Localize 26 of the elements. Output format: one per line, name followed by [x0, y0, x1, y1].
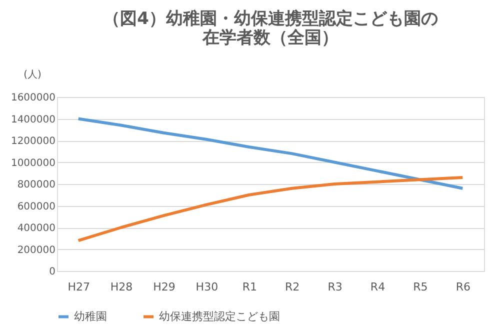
x-tick-label: H27	[68, 280, 90, 294]
x-tick-label: R6	[456, 280, 470, 294]
x-tick-label: H29	[153, 280, 176, 294]
y-tick-label: 0	[49, 266, 56, 278]
x-tick-label: R4	[370, 280, 386, 294]
y-tick-label: 1400000	[10, 114, 56, 126]
legend-label: 幼稚園	[74, 310, 107, 323]
y-axis-title: (人)	[24, 70, 42, 80]
text: 在学者数（全国）	[202, 28, 338, 48]
y-tick-label: 200000	[17, 244, 56, 256]
x-tick-label: R3	[328, 280, 342, 294]
line-series	[76, 117, 464, 190]
y-tick-label: 800000	[17, 180, 56, 190]
legend-label: 幼保連携型認定こども園	[159, 310, 280, 323]
x-tick-label: H30	[196, 280, 218, 294]
x-tick-label: R5	[413, 280, 428, 294]
x-tick-label: H28	[110, 280, 133, 294]
y-tick-label: 600000	[17, 201, 56, 212]
text: （図4）幼稚園・幼保連携型認定こども園の	[103, 9, 438, 29]
y-tick-label: 400000	[17, 223, 56, 234]
x-tick-label: R1	[242, 280, 257, 294]
line-series	[76, 176, 464, 242]
y-tick-label: 1600000	[10, 92, 56, 104]
y-tick-label: 1200000	[10, 136, 56, 147]
y-tick-label: 1000000	[10, 158, 56, 169]
x-tick-label: R2	[285, 280, 300, 294]
